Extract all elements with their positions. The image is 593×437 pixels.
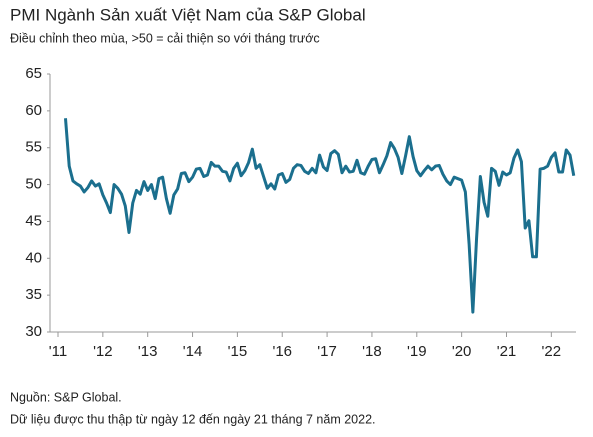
x-tick-label: '13	[138, 343, 158, 360]
chart-subtitle: Điều chỉnh theo mùa, >50 = cải thiện so …	[10, 31, 320, 45]
note: Dữ liệu được thu thập từ ngày 12 đến ngà…	[10, 412, 376, 426]
x-tick-label: '12	[93, 343, 113, 360]
x-tick-label: '20	[452, 343, 472, 360]
x-tick-label: '15	[228, 343, 248, 360]
y-tick-label: 60	[25, 102, 42, 119]
y-tick-label: 30	[25, 323, 42, 340]
chart-title: PMI Ngành Sản xuất Việt Nam của S&P Glob…	[10, 5, 366, 24]
x-tick-label: '21	[497, 343, 517, 360]
x-tick-label: '22	[542, 343, 562, 360]
x-tick-label: '16	[272, 343, 292, 360]
data-line	[63, 118, 576, 314]
y-tick-label: 65	[25, 65, 42, 82]
x-tick-label: '17	[317, 343, 337, 360]
y-tick-label: 45	[25, 212, 42, 229]
x-tick-label: '19	[407, 343, 427, 360]
x-tick-label: '11	[49, 343, 67, 360]
y-tick-label: 50	[25, 176, 42, 193]
x-tick-label: '18	[362, 343, 382, 360]
source: Nguồn: S&P Global.	[10, 390, 122, 404]
y-tick-label: 55	[25, 139, 42, 156]
x-tick-label: '14	[183, 343, 203, 360]
y-tick-label: 40	[25, 249, 42, 266]
y-tick-label: 35	[25, 286, 42, 303]
